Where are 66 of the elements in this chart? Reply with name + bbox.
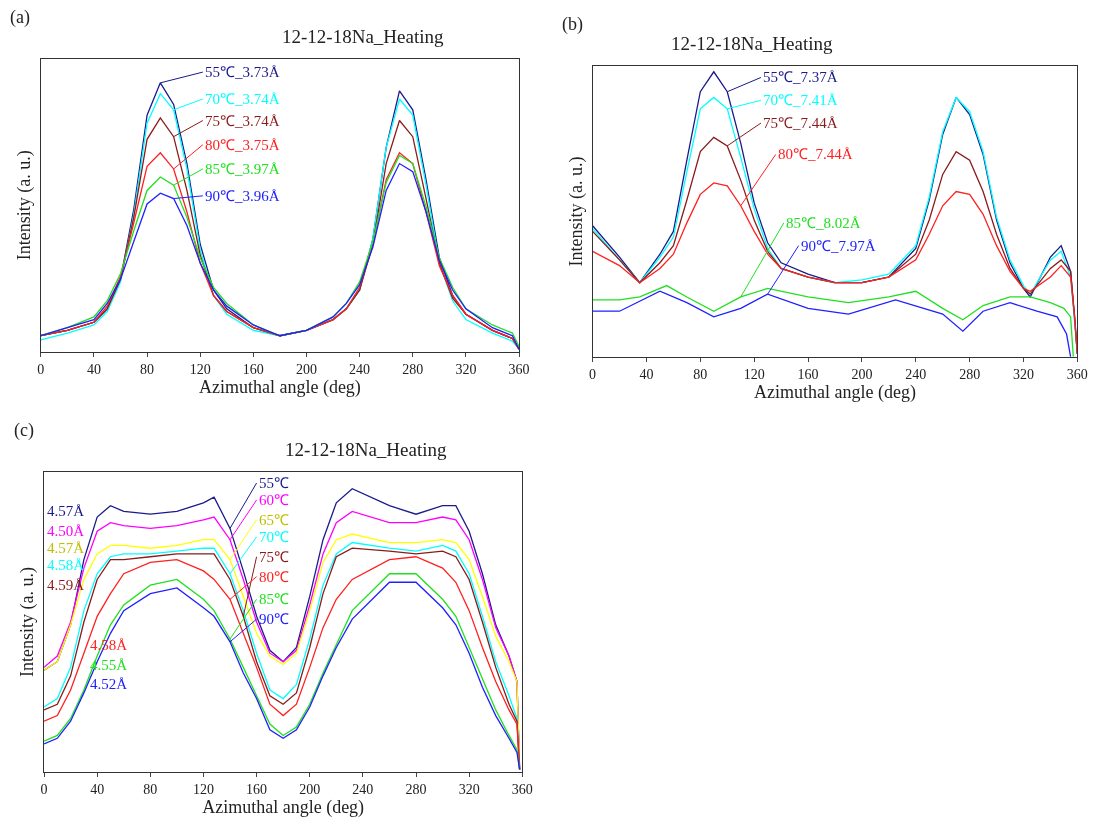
text: 80℃_3.75Å	[205, 137, 280, 153]
text: 90℃	[259, 611, 289, 627]
x-tick-label: 120	[743, 366, 765, 382]
annotation: 4.50Å	[47, 523, 85, 539]
x-tick-label: 320	[458, 782, 480, 798]
x-tick-label: 240	[905, 366, 927, 382]
x-tick-label: 360	[1066, 366, 1088, 382]
text: 75℃	[259, 549, 289, 565]
legend-label: 55℃_7.37Å	[763, 69, 838, 85]
x-tick-label: 320	[455, 361, 477, 377]
text: 85℃_8.02Å	[786, 215, 861, 231]
x-tick-label: 240	[352, 782, 374, 798]
x-tick-label: 40	[639, 366, 654, 382]
x-tick-label: 80	[143, 782, 158, 798]
x-tick-label: 160	[242, 361, 264, 377]
x-tick-label: 200	[295, 361, 317, 377]
x-tick-label: 360	[511, 782, 533, 798]
x-tick-label: 360	[508, 361, 530, 377]
x-axis-title: Azimuthal angle (deg)	[754, 381, 916, 403]
text: (c)	[14, 420, 34, 441]
text: 65℃	[259, 512, 289, 528]
x-tick-label: 160	[246, 782, 268, 798]
chart-title: 12-12-18Na_Heating	[671, 33, 833, 54]
text: (a)	[10, 7, 30, 28]
x-tick-label: 80	[693, 366, 708, 382]
legend-label: 55℃_3.73Å	[205, 64, 280, 80]
text: 55℃	[259, 475, 289, 491]
y-axis-title: Intensity (a. u.)	[565, 156, 587, 267]
x-tick-label: 0	[40, 782, 48, 798]
text: (b)	[562, 14, 583, 35]
x-axis-title: Azimuthal angle (deg)	[202, 797, 365, 819]
x-tick-label: 280	[959, 366, 981, 382]
x-tick-label: 320	[1012, 366, 1034, 382]
text: 90℃_7.97Å	[801, 238, 876, 254]
chart-title: 12-12-18Na_Heating	[285, 439, 447, 460]
x-tick-label: 40	[90, 782, 105, 798]
legend-label: 70℃_7.41Å	[763, 92, 838, 108]
legend-label: 90℃_3.96Å	[205, 188, 280, 204]
legend-label: 85℃_3.97Å	[205, 161, 280, 177]
y-axis-title: Intensity (a. u.)	[17, 566, 39, 677]
text: 60℃	[259, 492, 289, 508]
x-tick-label: 280	[405, 782, 427, 798]
x-tick-label: 120	[189, 361, 211, 377]
x-tick-label: 160	[797, 366, 819, 382]
x-tick-label: 200	[851, 366, 873, 382]
legend-label: 75℃_3.74Å	[205, 113, 280, 129]
x-tick-label: 240	[349, 361, 371, 377]
x-tick-label: 200	[299, 782, 321, 798]
text: 80℃_7.44Å	[778, 146, 853, 162]
text: 70℃	[259, 529, 289, 545]
text: 85℃	[259, 591, 289, 607]
x-tick-label: 120	[192, 782, 214, 798]
x-axis-title: Azimuthal angle (deg)	[198, 376, 361, 398]
x-tick-label: 40	[86, 361, 101, 377]
x-tick-label: 0	[37, 361, 45, 377]
y-axis-title: Intensity (a. u.)	[13, 150, 35, 261]
annotation: 4.57Å	[47, 503, 85, 519]
annotation: 4.52Å	[90, 676, 128, 692]
chart-title: 12-12-18Na_Heating	[282, 26, 444, 47]
text: 75℃_7.44Å	[763, 115, 838, 131]
x-tick-label: 0	[589, 366, 597, 382]
text: 80℃	[259, 569, 289, 585]
x-tick-label: 280	[402, 361, 424, 377]
annotation: 4.57Å	[47, 540, 85, 556]
x-tick-label: 80	[140, 361, 155, 377]
legend-label: 70℃_3.74Å	[205, 91, 280, 107]
